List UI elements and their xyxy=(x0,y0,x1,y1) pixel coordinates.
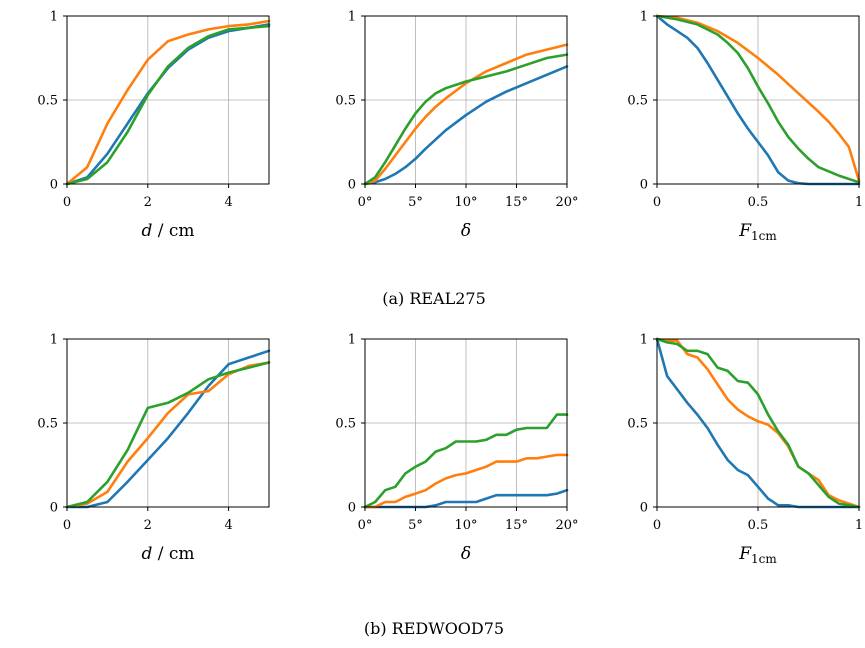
x-tick-label: 4 xyxy=(224,195,232,210)
series-line-orange xyxy=(655,14,861,182)
series-line-blue xyxy=(363,65,569,186)
series-line-green xyxy=(655,337,861,509)
series-line-green xyxy=(363,413,569,509)
caption-bottom: (b) REDWOOD75 xyxy=(364,619,504,638)
series-line-green xyxy=(655,14,861,184)
x-tick-label: 0 xyxy=(653,195,661,210)
y-tick-label: 0.5 xyxy=(627,417,648,432)
x-tick-label: 0° xyxy=(358,518,373,533)
x-axis-label: δ xyxy=(461,544,471,564)
x-tick-label: 0° xyxy=(358,195,373,210)
x-tick-label: 10° xyxy=(454,195,477,210)
caption-top: (a) REAL275 xyxy=(382,289,486,308)
y-tick-label: 0 xyxy=(348,178,356,193)
x-axis-label: F1cm xyxy=(738,544,777,566)
x-tick-label: 5° xyxy=(408,518,423,533)
chart-panel-4: 0 2 4 0 0.5 1 d / cm xyxy=(37,333,271,564)
chart-panel-1: 0 2 4 0 0.5 1 d / cm xyxy=(37,10,271,241)
x-tick-label: 0 xyxy=(653,518,661,533)
x-axis-label: d / cm xyxy=(141,544,194,564)
x-tick-label: 1 xyxy=(855,195,863,210)
y-tick-label: 0 xyxy=(50,178,58,193)
x-tick-label: 4 xyxy=(224,518,232,533)
y-tick-label: 1 xyxy=(348,333,356,348)
x-tick-label: 0 xyxy=(63,518,71,533)
y-tick-label: 0 xyxy=(348,501,356,516)
y-tick-label: 1 xyxy=(640,333,648,348)
series-line-orange xyxy=(65,19,271,186)
series-line-green xyxy=(65,361,271,509)
x-tick-label: 5° xyxy=(408,195,423,210)
series-line-orange xyxy=(363,453,569,509)
x-tick-label: 0.5 xyxy=(748,518,769,533)
y-tick-label: 0 xyxy=(640,501,648,516)
x-tick-label: 2 xyxy=(144,518,152,533)
x-tick-label: 0.5 xyxy=(748,195,769,210)
y-tick-label: 1 xyxy=(348,10,356,25)
y-tick-label: 0.5 xyxy=(37,417,58,432)
chart-panel-2: 0° 5° 10° 15° 20° 0 0.5 1 δ xyxy=(335,10,578,242)
y-tick-label: 0.5 xyxy=(335,94,356,109)
y-tick-label: 0.5 xyxy=(335,417,356,432)
y-tick-label: 1 xyxy=(50,10,58,25)
series-line-green xyxy=(65,24,271,186)
x-axis-label: δ xyxy=(461,221,471,241)
chart-panel-6: 0 0.5 1 0 0.5 1 F1cm xyxy=(627,333,863,567)
x-tick-label: 0 xyxy=(63,195,71,210)
x-tick-label: 2 xyxy=(144,195,152,210)
x-tick-label: 15° xyxy=(505,195,528,210)
x-tick-label: 20° xyxy=(555,518,578,533)
x-tick-label: 15° xyxy=(505,518,528,533)
chart-panel-3: 0 0.5 1 0 0.5 1 F1cm xyxy=(627,10,863,244)
x-tick-label: 1 xyxy=(855,518,863,533)
x-tick-label: 20° xyxy=(555,195,578,210)
series-line-orange xyxy=(655,337,861,509)
y-tick-label: 0.5 xyxy=(37,94,58,109)
series-line-orange xyxy=(65,361,271,509)
series-line-orange xyxy=(363,43,569,186)
y-tick-label: 0 xyxy=(640,178,648,193)
chart-panel-5: 0° 5° 10° 15° 20° 0 0.5 1 δ xyxy=(335,333,578,565)
series-line-green xyxy=(363,53,569,186)
y-tick-label: 1 xyxy=(640,10,648,25)
y-tick-label: 1 xyxy=(50,333,58,348)
x-tick-label: 10° xyxy=(454,518,477,533)
series-line-blue xyxy=(65,23,271,186)
series-line-blue xyxy=(65,349,271,509)
x-axis-label: F1cm xyxy=(738,221,777,243)
y-tick-label: 0.5 xyxy=(627,94,648,109)
y-tick-label: 0 xyxy=(50,501,58,516)
x-axis-label: d / cm xyxy=(141,221,194,241)
